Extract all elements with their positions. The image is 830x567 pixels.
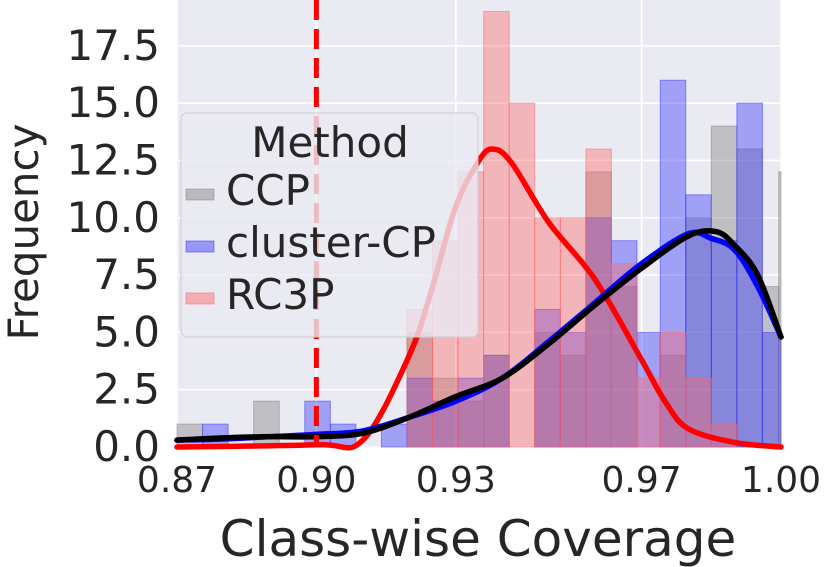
y-tick-label: 0.0 (93, 422, 160, 471)
y-tick-label: 2.5 (93, 365, 160, 414)
y-tick-label: 5.0 (93, 307, 160, 356)
rc3p-legend-swatch (185, 292, 215, 305)
legend-box (180, 112, 479, 338)
ccp-bar (483, 354, 510, 448)
legend-title: Method (251, 118, 409, 167)
x-axis-label: Class-wise Coverage (220, 510, 737, 567)
x-tick-label: 0.90 (276, 460, 356, 501)
rc3p-bar (508, 102, 536, 448)
ccp-kde-line (174, 227, 784, 443)
cluster-cp-bar (659, 79, 687, 448)
x-tick-label: 0.97 (602, 460, 682, 501)
y-tick-labels: 0.0 2.5 5.0 7.5 10.0 12.5 15.0 17.5 (66, 21, 160, 471)
y-tick-label: 12.5 (66, 135, 160, 184)
cluster-cp-legend-label: cluster-CP (226, 218, 436, 267)
ccp-bar (432, 377, 459, 448)
y-tick-label: 10.0 (66, 193, 160, 242)
rc3p-legend-label: RC3P (226, 270, 334, 319)
x-tick-labels: 0.87 0.90 0.93 0.97 1.00 (137, 460, 821, 501)
kde-lines (174, 146, 784, 451)
y-tick-label: 15.0 (66, 78, 160, 127)
x-tick-label: 1.00 (741, 460, 821, 501)
ccp-bar (457, 400, 485, 448)
rc3p-bar (659, 331, 687, 448)
ccp-bar (253, 400, 280, 448)
y-tick-label: 7.5 (93, 250, 160, 299)
cluster-cp-bar (761, 331, 782, 448)
ccp-legend-label: CCP (226, 166, 310, 215)
cluster-cp-bar (736, 102, 763, 448)
cluster-cp-legend-swatch (185, 240, 215, 253)
ccp-legend-swatch (185, 188, 215, 201)
cluster-cp-bar (710, 240, 738, 448)
ccp-bar (176, 423, 204, 448)
x-tick-label: 0.87 (137, 460, 217, 501)
y-axis-label: Frequency (0, 124, 48, 341)
rc3p-bar (610, 263, 638, 448)
y-tick-label: 17.5 (66, 21, 160, 70)
ccp-bar (685, 217, 712, 448)
ccp-bar (559, 354, 587, 448)
x-tick-label: 0.93 (416, 460, 496, 501)
